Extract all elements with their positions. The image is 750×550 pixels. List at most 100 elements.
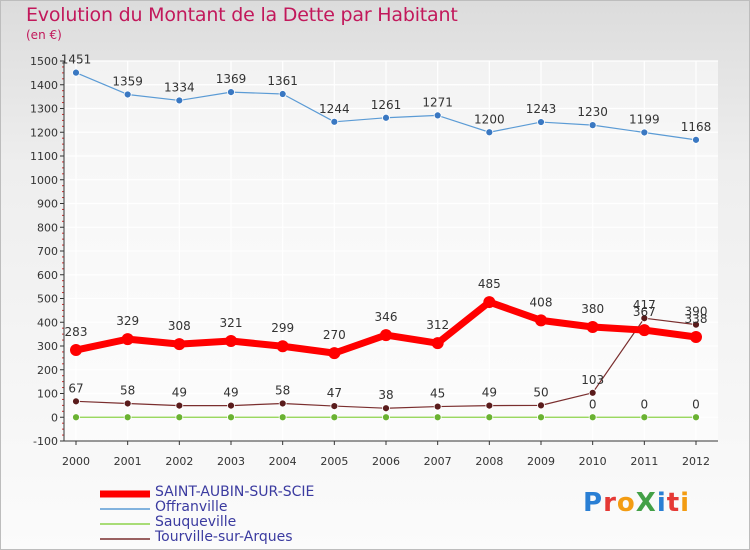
data-point-1	[175, 96, 184, 105]
logo-letter: i	[656, 488, 667, 518]
data-point-0	[638, 324, 651, 337]
data-label-3: 38	[378, 388, 393, 402]
data-label-0: 338	[685, 312, 708, 326]
data-label-0: 270	[323, 328, 346, 342]
x-tick-label: 2006	[372, 455, 400, 468]
data-point-1	[640, 128, 649, 137]
data-point-3	[537, 401, 545, 410]
x-tick-label: 2007	[424, 455, 452, 468]
x-tick-label: 2000	[62, 455, 90, 468]
data-point-2	[72, 413, 80, 422]
data-label-0: 329	[116, 314, 139, 328]
data-point-1	[537, 118, 545, 126]
data-point-1	[72, 68, 80, 77]
data-point-2	[588, 413, 597, 422]
data-label-1: 1271	[422, 95, 453, 109]
data-point-3	[640, 314, 649, 323]
data-point-1	[382, 113, 390, 122]
data-point-0	[173, 338, 186, 351]
y-tick-label: 0	[51, 411, 58, 424]
logo-letter: o	[616, 488, 636, 518]
data-point-3	[175, 401, 184, 410]
x-tick-label: 2001	[114, 455, 142, 468]
data-point-1	[330, 117, 339, 126]
data-label-1: 1244	[319, 102, 350, 116]
legend-label-tourville: Tourville-sur-Arques	[155, 529, 293, 545]
legend-swatch-saint-aubin	[100, 490, 150, 498]
legend-label-saint-aubin: SAINT-AUBIN-SUR-SCIE	[155, 484, 315, 500]
data-point-1	[433, 111, 442, 120]
data-label-3: 58	[275, 383, 290, 397]
data-point-3	[278, 399, 287, 408]
data-point-0	[431, 337, 444, 350]
y-tick-label: 100	[37, 388, 58, 401]
logo-letter: i	[680, 488, 691, 518]
data-label-1: 1359	[112, 74, 143, 88]
data-point-1	[588, 121, 597, 130]
data-point-3	[72, 397, 80, 406]
data-label-3: 47	[327, 386, 342, 400]
legend-label-sauqueville: Sauqueville	[155, 514, 237, 530]
data-point-3	[382, 404, 390, 413]
y-tick-label: 500	[37, 293, 58, 306]
data-label-1: 1369	[216, 72, 247, 86]
data-point-0	[483, 296, 496, 309]
y-tick-label: -100	[33, 435, 58, 448]
data-label-1: 1230	[577, 105, 608, 119]
data-point-2	[330, 413, 339, 422]
data-label-1: 1199	[629, 112, 660, 126]
logo-letter: X	[635, 488, 657, 518]
chart-title: Evolution du Montant de la Dette par Hab…	[26, 4, 458, 26]
x-tick-label: 2011	[630, 455, 658, 468]
data-point-1	[485, 128, 494, 137]
data-label-0: 346	[375, 310, 398, 324]
data-label-3: 67	[68, 381, 83, 395]
data-point-1	[692, 135, 700, 144]
x-tick-label: 2009	[527, 455, 555, 468]
y-tick-label: 900	[37, 198, 58, 211]
data-point-2	[485, 413, 494, 422]
unit-label: (en €)	[26, 28, 62, 42]
data-label-3: 390	[685, 305, 708, 319]
y-tick-label: 1200	[30, 126, 58, 139]
data-point-2	[175, 413, 184, 422]
data-point-2	[692, 413, 700, 422]
data-point-2	[433, 413, 442, 422]
data-point-2	[382, 413, 390, 422]
y-tick-label: 700	[37, 245, 58, 258]
legend-label-offranville: Offranville	[155, 499, 228, 515]
data-label-0: 308	[168, 319, 191, 333]
x-tick-label: 2012	[682, 455, 710, 468]
data-point-3	[227, 401, 235, 410]
data-label-1: 1200	[474, 112, 505, 126]
y-tick-label: 200	[37, 364, 58, 377]
data-label-3: 50	[533, 385, 548, 399]
data-label-0: 408	[530, 295, 553, 309]
data-point-2	[537, 413, 545, 422]
data-label-3: 49	[223, 386, 238, 400]
data-point-3	[123, 399, 132, 408]
data-point-0	[690, 330, 702, 343]
data-point-0	[586, 321, 599, 333]
data-point-0	[225, 335, 237, 348]
data-label-3: 45	[430, 387, 445, 401]
data-point-2	[123, 413, 132, 422]
y-tick-label: 1500	[30, 55, 58, 68]
data-point-3	[433, 402, 442, 411]
data-point-0	[276, 340, 289, 353]
y-tick-label: 1400	[30, 79, 58, 92]
y-tick-label: 800	[37, 221, 58, 234]
data-label-0: 312	[426, 318, 449, 332]
data-label-3: 49	[482, 386, 497, 400]
data-label-2: 0	[589, 397, 597, 411]
data-point-2	[278, 413, 287, 422]
legend-swatch-offranville	[100, 508, 150, 510]
data-label-2: 0	[641, 397, 649, 411]
data-point-1	[278, 90, 287, 98]
data-point-0	[380, 329, 392, 342]
y-tick-label: 1300	[30, 103, 58, 116]
data-label-2: 0	[692, 397, 700, 411]
legend-swatch-tourville	[100, 538, 150, 540]
x-tick-label: 2002	[165, 455, 193, 468]
